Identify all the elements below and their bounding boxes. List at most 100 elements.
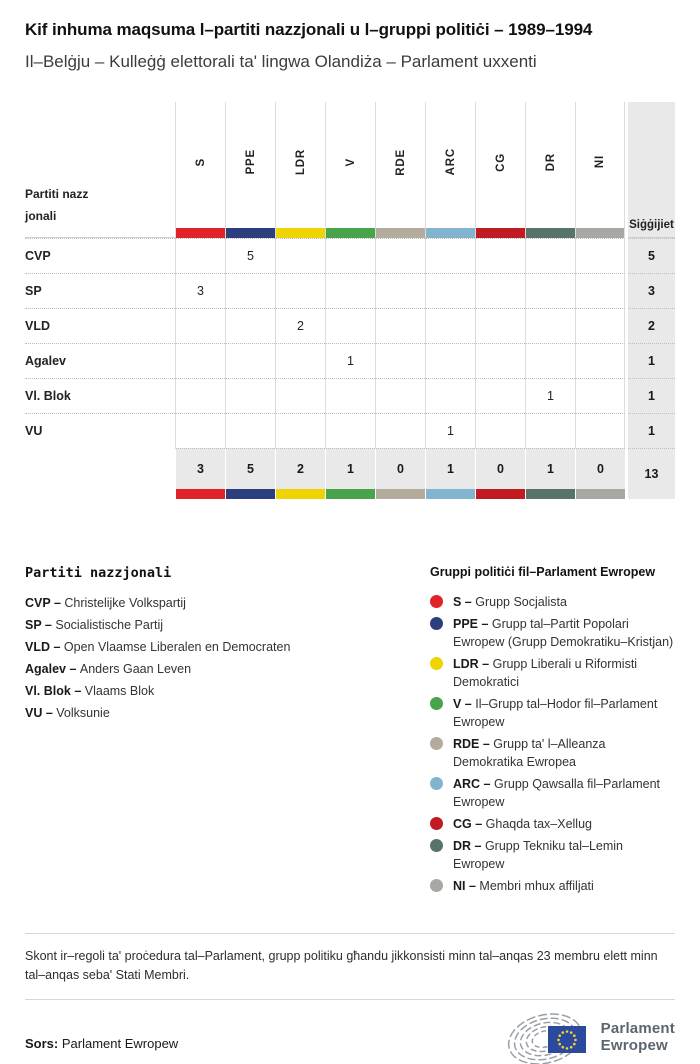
group-legend-text: CG – Ghaqda tax–Xellug [453, 815, 675, 833]
group-legend-text: LDR – Grupp Liberali u Riformisti Demokr… [453, 655, 675, 691]
legend-section: Partiti nazzjonali CVP – Christelijke Vo… [25, 565, 675, 899]
group-name: Grupp ta' l–Alleanza Demokratika Ewropea [453, 737, 606, 769]
party-legend-item: SP – Socialistische Partij [25, 616, 430, 634]
column-header-label: S [194, 157, 207, 167]
ep-logo: Parlament Ewropew [505, 1010, 675, 1064]
column-header-label: V [344, 157, 357, 167]
group-color-dot [430, 617, 443, 630]
party-row-label: Vl. Blok [25, 378, 175, 413]
seat-value-cell [425, 273, 475, 308]
seat-value-cell [325, 413, 375, 448]
group-color-bar-bottom [475, 489, 525, 499]
column-total-cell: 0 [575, 448, 625, 489]
column-header-cg: CG [475, 102, 525, 238]
party-row-label: Agalev [25, 343, 175, 378]
group-color-bar [526, 228, 575, 238]
group-color-dot [430, 879, 443, 892]
column-header-label: PPE [244, 149, 257, 175]
group-color-bar [576, 228, 624, 238]
party-total-cell: 5 [628, 238, 675, 273]
group-color-dot [430, 817, 443, 830]
totals-row-spacer [25, 448, 175, 489]
group-legend-item: DR – Grupp Tekniku tal–Lemin Ewropew [430, 837, 675, 873]
ep-logo-text-line1: Parlament [600, 1019, 675, 1037]
party-name: Vlaams Blok [84, 684, 155, 698]
seat-value-cell: 1 [325, 343, 375, 378]
seat-value-cell [525, 238, 575, 273]
ep-logo-text: Parlament Ewropew [601, 1020, 675, 1054]
seat-value-cell [325, 238, 375, 273]
group-name: Ghaqda tax–Xellug [485, 817, 592, 831]
column-header-label: CG [494, 152, 507, 172]
column-header-label: RDE [394, 148, 407, 176]
seat-value-cell [475, 273, 525, 308]
party-total-cell: 2 [628, 308, 675, 343]
seat-value-cell [425, 308, 475, 343]
party-row-label: CVP [25, 238, 175, 273]
column-header-label: NI [594, 155, 606, 169]
group-legend-item: ARC – Grupp Qawsalla fil–Parlament Ewrop… [430, 775, 675, 811]
party-legend-item: VU – Volksunie [25, 704, 430, 722]
group-name: Grupp Tekniku tal–Lemin Ewropew [453, 839, 623, 871]
seat-value-cell [375, 413, 425, 448]
seat-value-cell [375, 238, 425, 273]
column-total-cell: 2 [275, 448, 325, 489]
column-total-cell: 3 [175, 448, 225, 489]
party-abbr: VU – [25, 706, 57, 720]
group-abbr: LDR – [453, 657, 493, 671]
column-total-cell: 1 [425, 448, 475, 489]
party-abbr: VLD – [25, 640, 64, 654]
column-header-label: LDR [294, 148, 307, 176]
seat-value-cell [475, 238, 525, 273]
seat-value-cell [475, 343, 525, 378]
seat-value-cell [325, 308, 375, 343]
seat-value-cell: 2 [275, 308, 325, 343]
seat-value-cell [275, 343, 325, 378]
seat-value-cell [425, 378, 475, 413]
group-legend-item: S – Grupp Socjalista [430, 593, 675, 611]
party-abbr: Agalev – [25, 662, 80, 676]
party-row-label: SP [25, 273, 175, 308]
column-gap [625, 413, 628, 448]
seat-value-cell [525, 413, 575, 448]
source-line: Sors: Parlament Ewropew [25, 1036, 178, 1051]
seat-value-cell [425, 343, 475, 378]
column-header-label: ARC [444, 148, 457, 176]
seat-value-cell [525, 308, 575, 343]
group-color-bar-bottom [425, 489, 475, 499]
group-color-bar-bottom [225, 489, 275, 499]
seat-value-cell [575, 343, 625, 378]
group-legend-text: PPE – Grupp tal–Partit Popolari Ewropew … [453, 615, 675, 651]
page-subtitle: Il–Belġju – Kulleġġ elettorali ta' lingw… [25, 52, 537, 71]
seat-value-cell [175, 378, 225, 413]
group-name: Grupp Liberali u Riformisti Demokratici [453, 657, 638, 689]
column-total-cell: 0 [475, 448, 525, 489]
group-color-bar-bottom [575, 489, 625, 499]
group-legend-text: V – Il–Grupp tal–Hodor fil–Parlament Ewr… [453, 695, 675, 731]
party-legend-item: CVP – Christelijke Volkspartij [25, 594, 430, 612]
seats-column-header: Siġġijiet [628, 102, 675, 238]
seat-value-cell [525, 273, 575, 308]
legend-groups-list: S – Grupp Socjalista PPE – Grupp tal–Part… [430, 593, 675, 895]
seat-value-cell: 3 [175, 273, 225, 308]
bars-row-spacer [25, 489, 175, 499]
party-legend-item: VLD – Open Vlaamse Liberalen en Democrat… [25, 638, 430, 656]
seat-value-cell [275, 273, 325, 308]
column-header-ppe: PPE [225, 102, 275, 238]
column-header-dr: DR [525, 102, 575, 238]
seat-value-cell [175, 343, 225, 378]
party-abbr: Vl. Blok – [25, 684, 85, 698]
column-header-ni: NI [575, 102, 625, 238]
column-total-cell: 1 [525, 448, 575, 489]
party-total-cell: 1 [628, 343, 675, 378]
legend-groups: Gruppi politiċi fil–Parlament Ewropew S … [430, 565, 675, 899]
seat-value-cell [275, 378, 325, 413]
party-name: Anders Gaan Leven [79, 662, 192, 676]
group-legend-text: DR – Grupp Tekniku tal–Lemin Ewropew [453, 837, 675, 873]
column-gap [625, 448, 628, 489]
column-gap [625, 378, 628, 413]
legend-parties-heading: Partiti nazzjonali [25, 565, 172, 581]
column-header-ldr: LDR [275, 102, 325, 238]
party-row-label: VU [25, 413, 175, 448]
seat-value-cell [575, 273, 625, 308]
